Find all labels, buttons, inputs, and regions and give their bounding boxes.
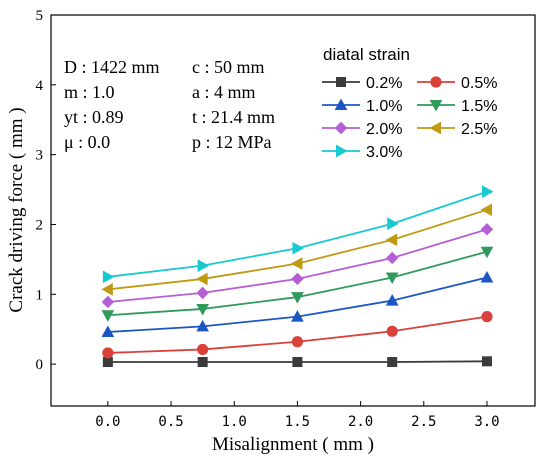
param-d: D : 1422 mm [64, 57, 160, 77]
y-tick-label: 5 [36, 8, 44, 24]
legend-item: 3.0% [322, 144, 402, 161]
legend: diatal strain 0.2% 0.5% 1.0% 1.5% 2.0% 2.5% 3.… [322, 45, 497, 161]
data-point [291, 272, 304, 286]
data-point [292, 357, 303, 368]
x-tick-label: 1.5 [285, 414, 310, 430]
legend-label: 1.0% [366, 98, 402, 115]
y-axis-title: Crack driving force ( mm ) [6, 107, 27, 312]
x-tick-label: 2.5 [411, 414, 436, 430]
data-point [196, 319, 209, 332]
series-5 [101, 223, 494, 309]
series-2 [102, 311, 493, 359]
series-7 [102, 185, 494, 284]
data-point [102, 270, 115, 284]
data-point [481, 311, 493, 323]
y-tick-label: 3 [36, 148, 44, 164]
legend-label: 2.0% [366, 121, 402, 138]
data-point [292, 241, 304, 255]
param-yt: yt : 0.89 [64, 107, 124, 127]
data-point [385, 251, 399, 265]
param-p: p : 12 MPa [192, 132, 272, 152]
x-tick-label: 2.0 [348, 414, 373, 430]
param-t: t : 21.4 mm [192, 107, 275, 127]
x-tick-label: 0.5 [158, 414, 183, 430]
param-c: c : 50 mm [192, 57, 265, 77]
data-point [290, 257, 303, 270]
data-point [197, 259, 210, 273]
data-point [197, 343, 209, 356]
data-point [101, 295, 115, 309]
data-point [291, 310, 304, 322]
data-point [480, 223, 494, 236]
legend-marker [429, 100, 443, 112]
legend-marker [336, 144, 348, 158]
param-m: m : 1.0 [64, 82, 115, 102]
y-tick-label: 4 [36, 78, 44, 94]
legend-item: 1.0% [322, 98, 402, 115]
legend-item: 2.0% [322, 121, 402, 138]
legend-marker [429, 121, 441, 135]
legend-item: 0.5% [417, 75, 497, 92]
y-tick-label: 1 [36, 287, 44, 303]
data-point [385, 233, 398, 247]
series-3 [101, 270, 494, 337]
data-point [197, 357, 208, 368]
legend-label: 0.2% [366, 75, 402, 92]
legend-label: 2.5% [461, 121, 497, 138]
data-point [385, 272, 399, 285]
x-tick-label: 0.0 [95, 414, 120, 430]
series-4 [101, 246, 494, 322]
parameter-block: D : 1422 mm m : 1.0 yt : 0.89 μ : 0.0 c … [64, 57, 275, 152]
series-line [107, 315, 488, 354]
param-a: a : 4 mm [192, 82, 256, 102]
data-point [385, 294, 399, 306]
legend-marker [334, 121, 348, 135]
legend-label: 3.0% [366, 144, 402, 161]
legend-label: 1.5% [461, 98, 497, 115]
series-6 [101, 203, 492, 296]
plot-frame [50, 14, 536, 407]
data-point [196, 272, 208, 286]
data-point [480, 246, 494, 259]
data-point [101, 325, 115, 337]
y-tick-label: 2 [36, 217, 44, 233]
param-mu: μ : 0.0 [64, 132, 110, 152]
data-point [386, 325, 398, 337]
legend-marker [336, 77, 346, 87]
series-layer [101, 185, 494, 368]
legend-label: 0.5% [461, 75, 497, 92]
data-point [102, 357, 113, 368]
legend-title: diatal strain [323, 45, 410, 64]
data-point [101, 310, 115, 322]
data-point [196, 286, 209, 300]
x-tick-label: 3.0 [474, 414, 499, 430]
series-line [107, 276, 488, 333]
data-point [102, 347, 114, 359]
legend-item: 2.5% [417, 121, 497, 138]
data-point [291, 292, 304, 304]
data-point [387, 217, 399, 231]
legend-item: 0.2% [322, 75, 402, 92]
y-axis-ticks: 0 1 2 3 4 5 [36, 8, 56, 373]
x-axis-ticks: 0.0 0.5 1.0 1.5 2.0 2.5 3.0 [95, 401, 500, 430]
y-tick-label: 0 [36, 357, 44, 373]
data-point [480, 203, 492, 217]
legend-marker [334, 98, 348, 110]
data-point [291, 336, 304, 348]
legend-item: 1.5% [417, 98, 497, 115]
data-point [101, 283, 113, 296]
data-point [387, 357, 398, 368]
data-point [481, 185, 494, 198]
legend-marker [430, 76, 442, 88]
data-point [480, 270, 494, 283]
series-1 [102, 356, 492, 368]
data-point [481, 356, 492, 367]
data-point [196, 303, 209, 316]
x-axis-title: Misalignment ( mm ) [212, 434, 374, 455]
x-tick-label: 1.0 [222, 414, 247, 430]
